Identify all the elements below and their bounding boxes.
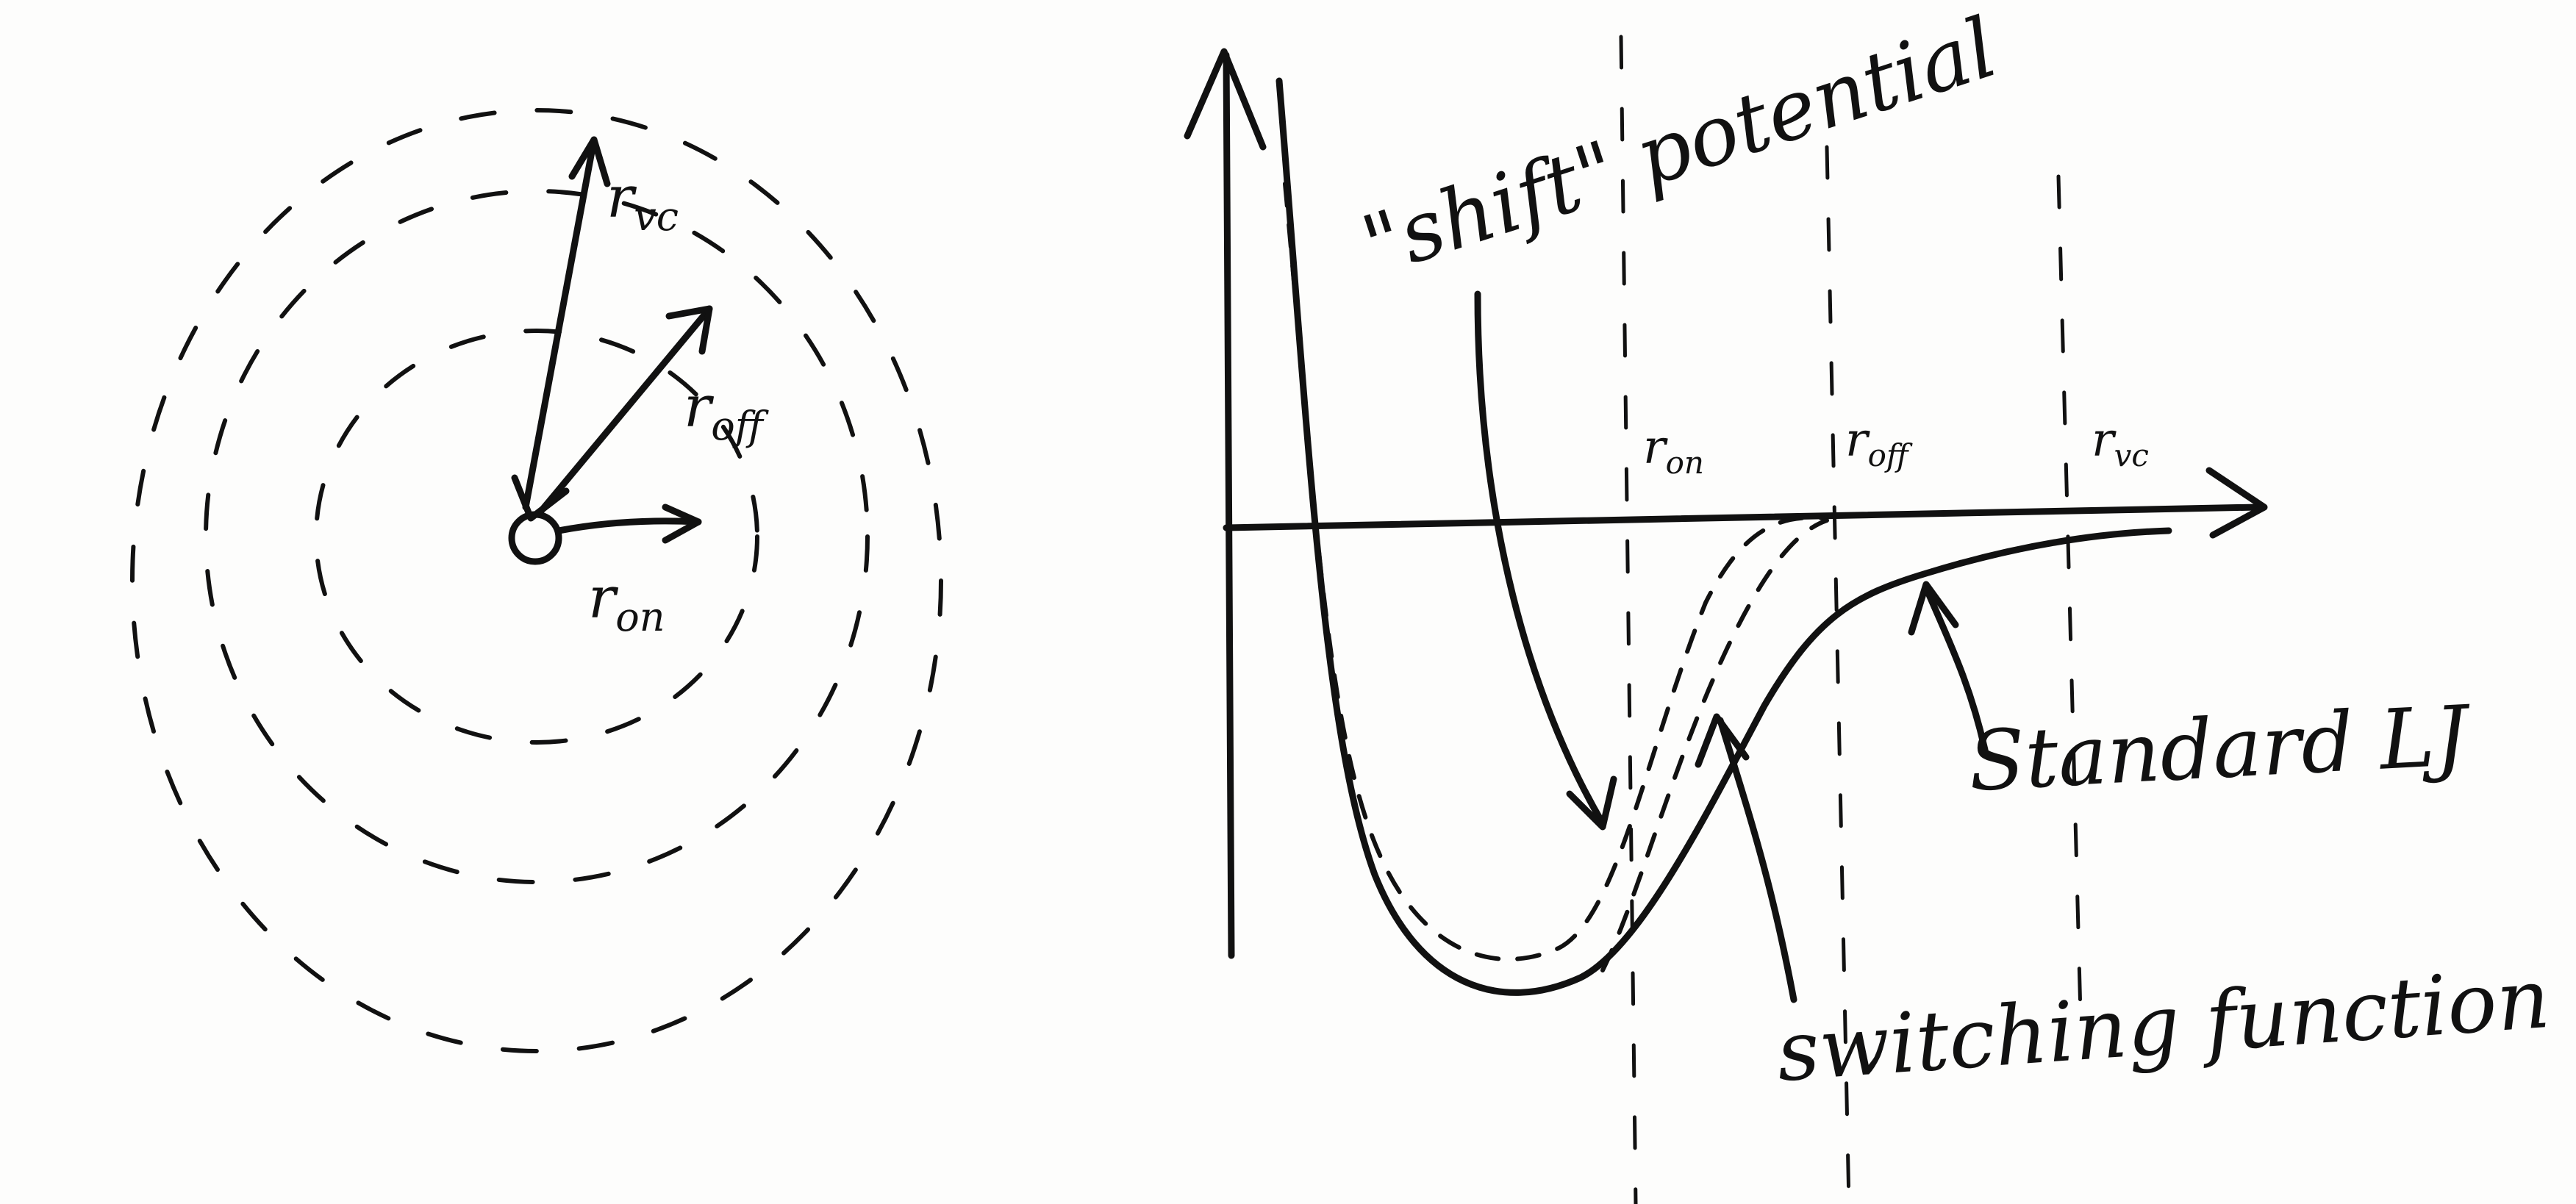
axis-label-r-vc: rvc: [2092, 413, 2149, 473]
x-axis-arrowhead: [2205, 467, 2268, 539]
central-atom: [508, 511, 562, 565]
cutoff-spheres-sketch: rvc roff ron: [130, 108, 943, 1053]
y-axis-arrowhead: [1184, 48, 1267, 151]
r-off-arrowhead: [665, 305, 713, 355]
label-switching-function: switching function: [1774, 951, 2553, 1100]
cutoff-line-r-off: [1825, 145, 1851, 1204]
arrow-switching-function: [1717, 717, 1797, 1003]
label-r-vc: rvc: [607, 165, 679, 240]
label-r-on: ron: [588, 565, 665, 640]
potential-plot-sketch: ron roff rvc "shift" potential Standard …: [1184, 0, 2553, 1204]
r-on-arrow: [555, 517, 702, 534]
r-off-arrow: [534, 305, 713, 518]
curve-shift-potential: [1283, 182, 1825, 961]
sphere-r-off: [204, 189, 870, 884]
label-shift-potential: "shift" potential: [1351, 0, 2008, 295]
curve-standard-lj: [1276, 77, 2172, 996]
axis-label-r-off: roff: [1845, 413, 1913, 473]
arrowhead-switching-function: [1695, 713, 1750, 768]
arrowhead-standard-lj: [1908, 581, 1959, 636]
y-axis: [1223, 51, 1235, 959]
axis-label-r-on: ron: [1643, 420, 1704, 481]
curve-switching-function: [1600, 518, 1829, 972]
r-on-arrowhead: [662, 504, 702, 544]
x-axis: [1223, 504, 2261, 531]
arrow-shift-potential: [1474, 290, 1606, 827]
r-vc-arrow: [522, 136, 598, 511]
cutoff-line-r-vc: [2056, 174, 2083, 1017]
label-r-off: roff: [684, 374, 769, 449]
label-standard-lj: Standard LJ: [1967, 688, 2475, 810]
arrow-standard-lj: [1922, 584, 1989, 753]
cutoff-line-r-on: [1619, 35, 1638, 1204]
center-arrowhead: [511, 474, 570, 522]
arrowhead-shift-potential: [1566, 775, 1617, 831]
sphere-r-on: [314, 329, 759, 745]
sphere-r-vc: [130, 108, 943, 1053]
r-vc-arrowhead: [568, 136, 611, 187]
